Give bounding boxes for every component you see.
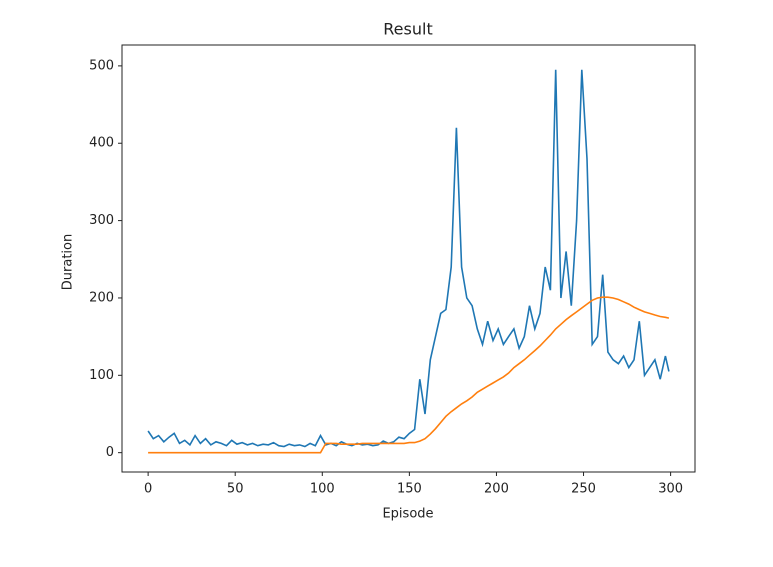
y-tick-label: 100: [89, 368, 114, 383]
data-line: [148, 296, 670, 454]
x-tick-label: 150: [397, 482, 422, 497]
x-tick-label: 100: [310, 482, 335, 497]
y-axis-label: Duration: [61, 234, 76, 290]
y-tick-label: 200: [89, 290, 114, 305]
x-tick-label: 300: [658, 482, 683, 497]
x-tick-label: 250: [571, 482, 596, 497]
y-tick-label: 400: [89, 136, 114, 151]
x-tick-label: 200: [484, 482, 509, 497]
plot-frame: [121, 44, 696, 473]
y-tick-label: 300: [89, 213, 114, 228]
chart-title: Result: [383, 20, 432, 39]
data-line: [147, 69, 670, 448]
x-tick-label: 0: [144, 482, 152, 497]
y-tick-label: 500: [89, 58, 114, 73]
x-axis-label: Episode: [382, 507, 433, 522]
y-tick-label: 0: [106, 445, 114, 460]
x-tick-label: 50: [227, 482, 244, 497]
